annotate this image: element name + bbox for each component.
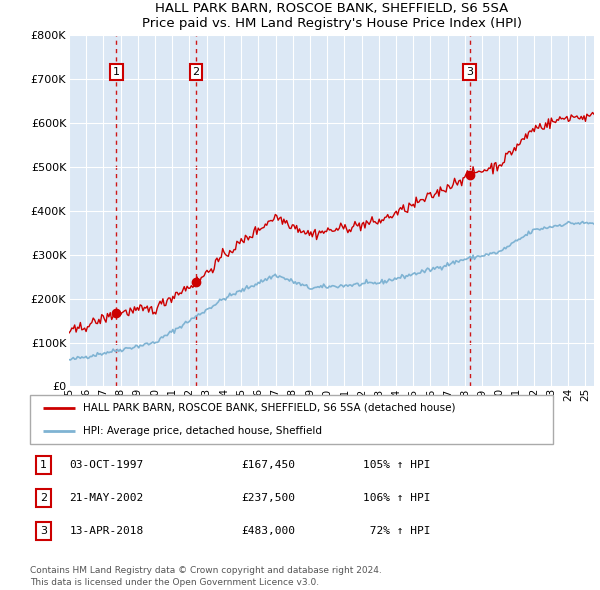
FancyBboxPatch shape (30, 395, 553, 444)
Text: Contains HM Land Registry data © Crown copyright and database right 2024.
This d: Contains HM Land Registry data © Crown c… (30, 566, 382, 587)
Text: HALL PARK BARN, ROSCOE BANK, SHEFFIELD, S6 5SA (detached house): HALL PARK BARN, ROSCOE BANK, SHEFFIELD, … (83, 402, 455, 412)
Title: HALL PARK BARN, ROSCOE BANK, SHEFFIELD, S6 5SA
Price paid vs. HM Land Registry's: HALL PARK BARN, ROSCOE BANK, SHEFFIELD, … (142, 2, 521, 30)
Text: 03-OCT-1997: 03-OCT-1997 (70, 460, 144, 470)
Text: £237,500: £237,500 (241, 493, 295, 503)
Text: £483,000: £483,000 (241, 526, 295, 536)
Text: 3: 3 (466, 67, 473, 77)
Text: HPI: Average price, detached house, Sheffield: HPI: Average price, detached house, Shef… (83, 427, 322, 437)
Text: £167,450: £167,450 (241, 460, 295, 470)
Text: 106% ↑ HPI: 106% ↑ HPI (362, 493, 430, 503)
Text: 2: 2 (193, 67, 200, 77)
Text: 105% ↑ HPI: 105% ↑ HPI (362, 460, 430, 470)
Text: 1: 1 (113, 67, 120, 77)
Text: 2: 2 (40, 493, 47, 503)
Text: 1: 1 (40, 460, 47, 470)
Text: 3: 3 (40, 526, 47, 536)
Text: 13-APR-2018: 13-APR-2018 (70, 526, 144, 536)
Text: 72% ↑ HPI: 72% ↑ HPI (362, 526, 430, 536)
Text: 21-MAY-2002: 21-MAY-2002 (70, 493, 144, 503)
